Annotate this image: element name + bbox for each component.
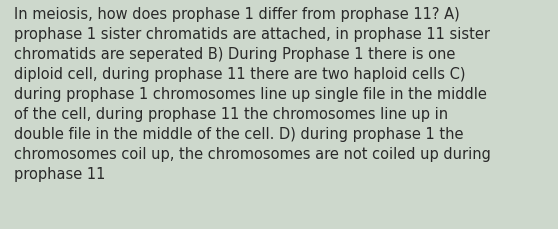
Text: In meiosis, how does prophase 1 differ from prophase 11? A)
prophase 1 sister ch: In meiosis, how does prophase 1 differ f… (14, 7, 491, 181)
